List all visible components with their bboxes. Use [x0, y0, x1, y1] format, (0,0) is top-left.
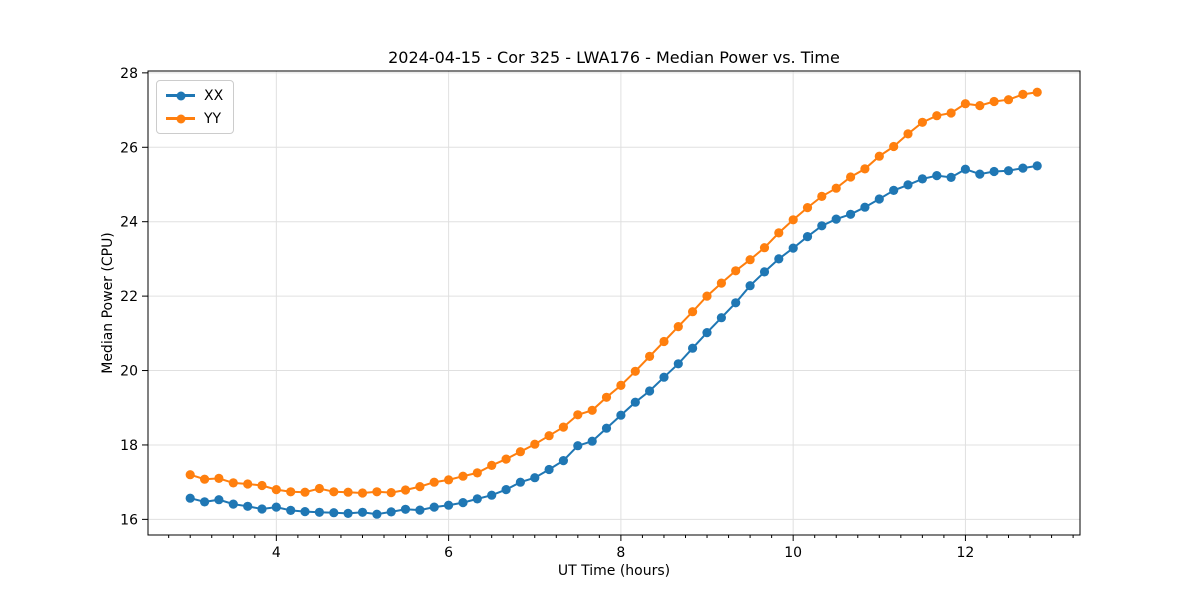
- svg-text:12: 12: [957, 545, 975, 561]
- legend-item-xx: XX: [166, 86, 223, 105]
- svg-text:24: 24: [120, 215, 138, 231]
- legend-label-yy: YY: [204, 110, 222, 127]
- svg-text:10: 10: [784, 545, 802, 561]
- legend-item-yy: YY: [166, 109, 223, 128]
- legend-line-marker-yy-icon: [166, 114, 195, 123]
- svg-text:6: 6: [444, 545, 453, 561]
- chart-title: 2024-04-15 - Cor 325 - LWA176 - Median P…: [388, 48, 840, 67]
- svg-text:4: 4: [272, 545, 281, 561]
- x-axis-label: UT Time (hours): [557, 563, 671, 579]
- svg-text:18: 18: [120, 438, 138, 454]
- svg-text:28: 28: [120, 66, 138, 82]
- legend-line-marker-xx-icon: [166, 91, 195, 100]
- svg-text:22: 22: [120, 289, 138, 305]
- svg-text:20: 20: [120, 364, 138, 380]
- legend: XX YY: [156, 80, 235, 134]
- svg-text:26: 26: [120, 140, 138, 156]
- legend-label-xx: XX: [204, 87, 224, 104]
- svg-text:16: 16: [120, 512, 138, 528]
- svg-text:8: 8: [616, 545, 625, 561]
